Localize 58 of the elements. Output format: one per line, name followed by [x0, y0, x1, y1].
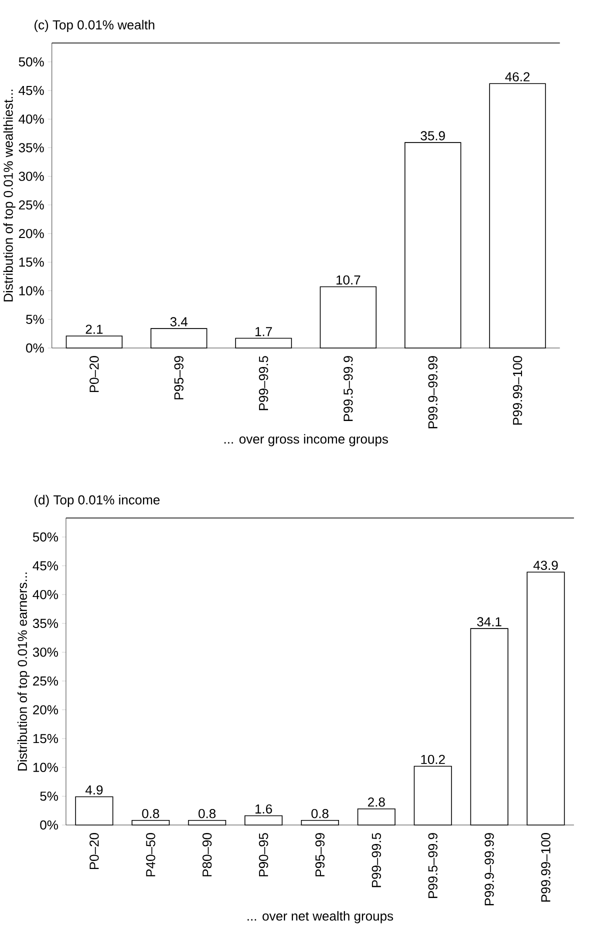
- x-axis-title: ... over net wealth groups: [247, 911, 393, 924]
- y-tick-label: 40%: [32, 590, 58, 600]
- y-tick-label: 10%: [33, 762, 58, 772]
- x-tick-label: P80–90: [202, 833, 212, 876]
- x-tick-label: P99.5–99.9: [428, 833, 438, 898]
- data-label: 34.1: [477, 617, 502, 626]
- y-tick-label: 0%: [26, 343, 44, 353]
- y-tick-label: 30%: [18, 172, 44, 181]
- x-tick-label: P95–99: [174, 356, 184, 400]
- y-axis-title: Distribution of top 0.01% wealthiest...: [3, 90, 16, 302]
- y-tick-label: 20%: [18, 228, 44, 238]
- x-tick-label: P99–99.5: [372, 833, 381, 888]
- x-tick-label: P0–20: [90, 356, 99, 392]
- y-tick-label: 15%: [19, 258, 44, 267]
- data-label: 10.7: [336, 275, 360, 285]
- data-label: 2.1: [86, 324, 103, 334]
- x-tick-label: P40–50: [146, 833, 156, 876]
- x-tick-label: P95–99: [315, 833, 324, 876]
- y-axis-title: Distribution of top 0.01% earners...: [17, 572, 30, 771]
- y-tick-label: 30%: [32, 648, 58, 657]
- x-tick-label: P99.9–99.99: [484, 833, 494, 906]
- y-tick-label: 0%: [40, 820, 58, 830]
- x-tick-label: P99.9–99.99: [428, 356, 438, 428]
- data-label: 4.9: [85, 785, 103, 795]
- data-label: 0.8: [142, 808, 160, 818]
- y-tick-label: 40%: [18, 114, 44, 124]
- data-label: 1.6: [255, 804, 272, 814]
- x-tick-label: P99.99–100: [541, 833, 550, 902]
- y-tick-label: 15%: [33, 734, 58, 744]
- y-tick-label: 45%: [32, 561, 58, 570]
- x-tick-label: P90–95: [258, 833, 268, 876]
- y-tick-label: 5%: [40, 792, 58, 801]
- x-axis-title: ... over gross income groups: [224, 434, 388, 446]
- chart-title: (c) Top 0.01% wealth: [34, 20, 154, 32]
- y-tick-label: 25%: [32, 676, 58, 686]
- y-tick-label: 35%: [18, 143, 44, 152]
- x-tick-label: P0–20: [90, 833, 99, 870]
- data-label: 0.8: [311, 808, 328, 818]
- data-label: 1.7: [255, 327, 272, 336]
- data-label: 3.4: [170, 317, 188, 326]
- y-tick-label: 45%: [18, 86, 44, 96]
- x-tick-label: P99.5–99.9: [344, 356, 353, 421]
- x-tick-label: P99–99.5: [258, 356, 268, 410]
- data-label: 10.2: [421, 754, 445, 764]
- data-label: 43.9: [533, 560, 558, 570]
- chart-title: (d) Top 0.01% income: [34, 494, 160, 508]
- data-label: 46.2: [505, 72, 530, 82]
- data-label: 0.8: [198, 808, 216, 818]
- y-tick-label: 10%: [19, 286, 44, 296]
- data-label: 35.9: [420, 131, 445, 140]
- y-tick-label: 50%: [18, 57, 44, 66]
- y-tick-label: 25%: [18, 200, 44, 210]
- data-label: 2.8: [368, 797, 385, 807]
- x-tick-label: P99.99–100: [512, 356, 522, 425]
- y-tick-label: 35%: [32, 618, 58, 628]
- y-tick-label: 50%: [32, 532, 58, 542]
- y-tick-label: 20%: [32, 705, 58, 714]
- y-tick-label: 5%: [26, 314, 44, 324]
